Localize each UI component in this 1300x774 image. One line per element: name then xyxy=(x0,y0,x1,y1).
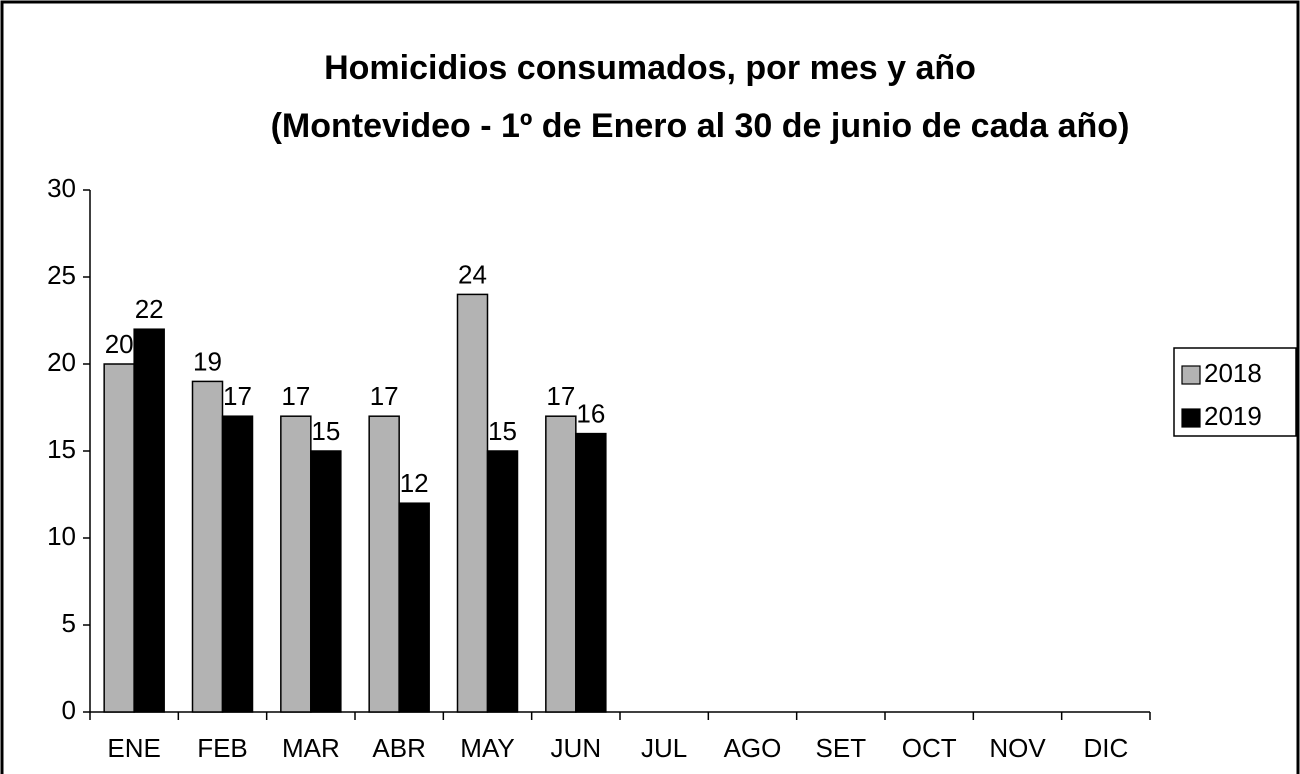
bar xyxy=(368,415,400,713)
value-label: 17 xyxy=(281,381,310,411)
value-label: 20 xyxy=(105,329,134,359)
x-tick-label: NOV xyxy=(989,733,1046,763)
bar xyxy=(456,293,489,713)
x-tick-label: SET xyxy=(816,733,867,763)
bar xyxy=(103,363,135,713)
bar xyxy=(221,415,254,713)
bar xyxy=(486,450,519,713)
legend-box xyxy=(1173,347,1297,437)
bar xyxy=(545,415,577,713)
x-tick-label: MAR xyxy=(282,733,340,763)
chart-title: Homicidios consumados, por mes y año xyxy=(324,49,976,87)
y-tick-label: 0 xyxy=(62,695,76,725)
x-tick-label: JUN xyxy=(551,733,602,763)
x-tick-label: AGO xyxy=(724,733,782,763)
legend-swatch xyxy=(1181,408,1201,428)
x-tick-label: MAY xyxy=(460,733,514,763)
legend-swatch xyxy=(1181,365,1201,385)
value-label: 16 xyxy=(576,398,605,428)
y-tick-label: 30 xyxy=(47,173,76,203)
chart-subtitle: (Montevideo - 1º de Enero al 30 de junio… xyxy=(271,107,1130,145)
y-tick-label: 5 xyxy=(62,608,76,638)
x-tick-label: ENE xyxy=(107,733,160,763)
bar xyxy=(398,502,430,713)
x-tick-label: FEB xyxy=(197,733,248,763)
y-tick-label: 25 xyxy=(47,260,76,290)
y-tick-label: 10 xyxy=(47,521,76,551)
x-tick-label: DIC xyxy=(1083,733,1128,763)
x-tick-label: OCT xyxy=(902,733,957,763)
value-label: 15 xyxy=(488,416,517,446)
bar xyxy=(280,415,312,713)
bar xyxy=(575,432,607,713)
y-tick-label: 20 xyxy=(47,347,76,377)
value-label: 19 xyxy=(193,346,222,376)
value-label: 12 xyxy=(400,468,429,498)
value-label: 24 xyxy=(458,259,487,289)
x-tick-label: ABR xyxy=(372,733,425,763)
x-tick-label: JUL xyxy=(641,733,687,763)
bar xyxy=(133,328,165,713)
legend-label: 2019 xyxy=(1204,401,1262,431)
bar xyxy=(310,450,342,713)
bar xyxy=(191,380,224,713)
value-label: 22 xyxy=(135,294,164,324)
value-label: 17 xyxy=(546,381,575,411)
value-label: 15 xyxy=(311,416,340,446)
legend-label: 2018 xyxy=(1204,358,1262,388)
value-label: 17 xyxy=(223,381,252,411)
value-label: 17 xyxy=(370,381,399,411)
y-tick-label: 15 xyxy=(47,434,76,464)
